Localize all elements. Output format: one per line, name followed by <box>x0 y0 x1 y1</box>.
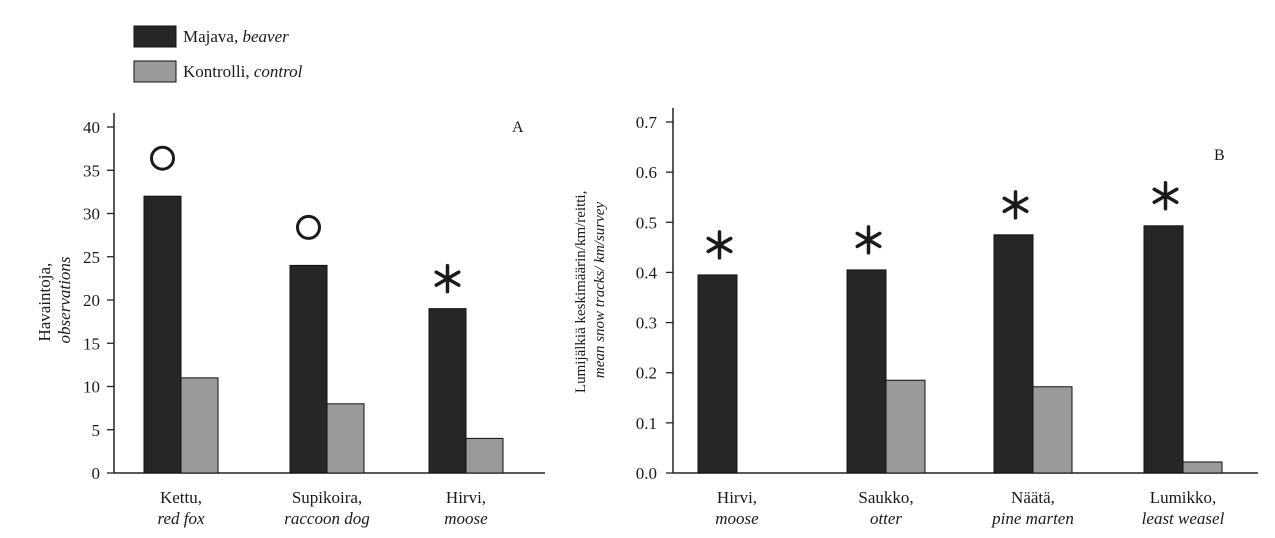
bar-beaver <box>143 195 182 474</box>
significance-asterisk-marker <box>1002 190 1029 220</box>
markers-a <box>150 145 461 294</box>
significance-asterisk-marker <box>1152 181 1179 211</box>
significance-asterisk-marker <box>855 225 882 255</box>
chart-panel-a: 0 5 10 15 20 25 30 35 40 Kettu, red fox Supikoira,… <box>35 113 545 528</box>
y-tick-label: 0.6 <box>636 163 657 182</box>
y-axis-title-b: Lumijälkiä keskimäärin/km/reitti, mean s… <box>573 187 608 393</box>
y-tick-label: 20 <box>83 291 100 310</box>
x-tick-label: Saukko, otter <box>858 488 913 528</box>
bar-control <box>885 379 926 474</box>
x-tick-label: Supikoira, raccoon dog <box>284 488 369 528</box>
y-tick-label: 15 <box>83 334 100 353</box>
bars-a <box>143 195 504 474</box>
y-tick-label: 0.3 <box>636 314 657 333</box>
bar-beaver <box>846 269 887 474</box>
panel-label-a: A <box>512 119 524 136</box>
y-tick-label: 0 <box>92 464 101 483</box>
significance-asterisk-marker <box>706 230 733 260</box>
x-tick-label: Kettu, red fox <box>157 488 205 528</box>
x-labels-b: Hirvi, moose Saukko, otter Näätä, pine marten… <box>715 488 1224 528</box>
legend-label-beaver: Majava, beaver <box>183 27 289 46</box>
legend: Majava, beaver Kontrolli, control <box>133 25 303 83</box>
legend-swatch-control <box>133 60 177 83</box>
y-tick-label: 30 <box>83 205 100 224</box>
x-tick-label: Hirvi, moose <box>444 488 488 528</box>
x-labels-a: Kettu, red fox Supikoira, raccoon dog Hirvi,… <box>157 488 488 528</box>
significance-circle-marker <box>296 214 321 240</box>
y-tick-label: 0.2 <box>636 364 657 383</box>
y-axis-b: 0.0 0.1 0.2 0.3 0.4 0.5 0.6 0.7 <box>636 108 1258 483</box>
x-tick-label: Hirvi, moose <box>715 488 759 528</box>
y-tick-label: 35 <box>83 161 100 180</box>
y-tick-label: 10 <box>83 378 100 397</box>
y-tick-label: 25 <box>83 248 100 267</box>
significance-asterisk-marker <box>434 263 461 294</box>
bar-control <box>465 437 504 474</box>
chart-panel-b: 0.0 0.1 0.2 0.3 0.4 0.5 0.6 0.7 Hirvi, moose Sauk… <box>573 108 1258 528</box>
bar-beaver <box>289 264 328 474</box>
x-tick-label: Lumikko, least weasel <box>1142 488 1225 528</box>
legend-swatch-beaver <box>133 25 177 48</box>
y-tick-label: 0.5 <box>636 213 657 232</box>
significance-circle-marker <box>150 145 175 171</box>
legend-label-control: Kontrolli, control <box>183 62 303 81</box>
markers-b <box>706 181 1179 260</box>
x-tick-label: Näätä, pine marten <box>991 488 1074 528</box>
bar-beaver <box>1143 225 1184 474</box>
y-tick-label: 0.4 <box>636 263 658 282</box>
y-tick-label: 5 <box>92 421 101 440</box>
bar-control <box>1182 461 1223 474</box>
bar-beaver <box>428 308 467 474</box>
bar-control <box>326 403 365 474</box>
y-axis-title-a: Havaintoja, observations <box>35 256 74 343</box>
y-tick-label: 40 <box>83 118 100 137</box>
bar-control <box>1032 386 1073 474</box>
y-tick-label: 0.1 <box>636 414 657 433</box>
bars-b <box>697 225 1223 474</box>
bar-beaver <box>993 234 1034 474</box>
y-tick-label: 0.0 <box>636 464 657 483</box>
bar-control <box>180 377 219 474</box>
bar-beaver <box>697 274 738 474</box>
y-tick-label: 0.7 <box>636 113 658 132</box>
panel-label-b: B <box>1214 147 1225 164</box>
